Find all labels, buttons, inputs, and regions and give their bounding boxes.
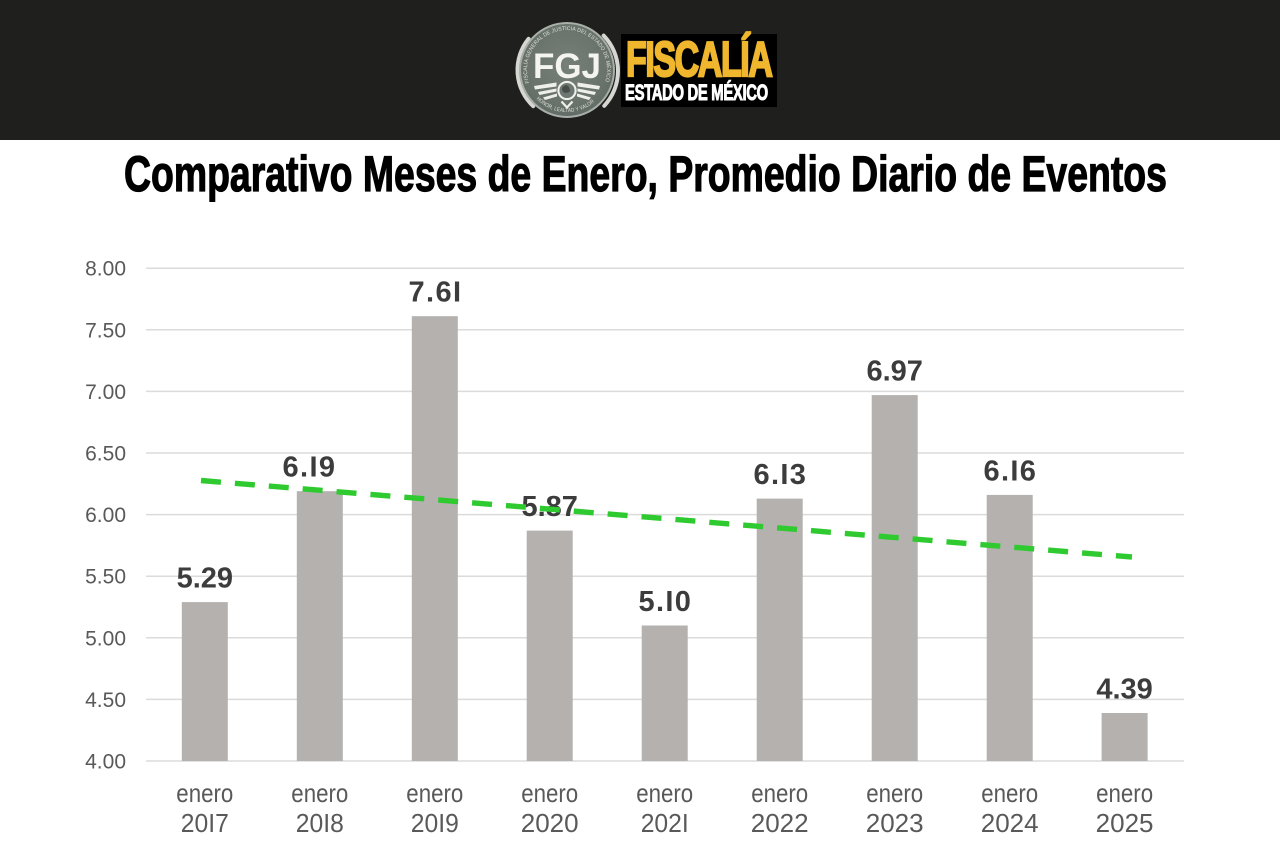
svg-text:7.50: 7.50 xyxy=(85,319,126,342)
svg-text:enero: enero xyxy=(291,778,348,808)
svg-text:2024: 2024 xyxy=(981,808,1039,838)
svg-text:4.50: 4.50 xyxy=(85,689,126,712)
svg-text:6.I6: 6.I6 xyxy=(983,455,1035,487)
svg-text:enero: enero xyxy=(406,778,463,808)
svg-text:enero: enero xyxy=(636,778,693,808)
svg-text:6.97: 6.97 xyxy=(866,356,922,388)
svg-text:20I8: 20I8 xyxy=(296,808,344,838)
svg-text:4.39: 4.39 xyxy=(1096,674,1152,706)
svg-text:6.00: 6.00 xyxy=(85,504,126,527)
svg-text:2020: 2020 xyxy=(521,808,579,838)
svg-text:enero: enero xyxy=(1096,778,1153,808)
svg-text:6.50: 6.50 xyxy=(85,443,126,466)
svg-text:8.00: 8.00 xyxy=(85,258,126,281)
svg-text:5.I0: 5.I0 xyxy=(638,586,691,618)
svg-text:7.6I: 7.6I xyxy=(409,277,462,309)
svg-text:enero: enero xyxy=(176,778,233,808)
svg-text:5.50: 5.50 xyxy=(85,566,126,589)
svg-text:4.00: 4.00 xyxy=(85,751,126,774)
svg-text:5.29: 5.29 xyxy=(177,563,233,595)
svg-text:enero: enero xyxy=(751,778,808,808)
svg-text:7.00: 7.00 xyxy=(85,381,126,404)
svg-text:20I7: 20I7 xyxy=(181,808,229,838)
svg-text:2023: 2023 xyxy=(866,808,924,838)
svg-text:20I9: 20I9 xyxy=(411,808,459,838)
svg-text:5.00: 5.00 xyxy=(85,627,126,650)
svg-text:2025: 2025 xyxy=(1096,808,1154,838)
svg-text:enero: enero xyxy=(521,778,578,808)
svg-text:enero: enero xyxy=(866,778,923,808)
svg-text:6.I3: 6.I3 xyxy=(753,459,806,491)
svg-text:6.I9: 6.I9 xyxy=(283,452,336,484)
svg-text:enero: enero xyxy=(981,778,1038,808)
svg-text:2022: 2022 xyxy=(751,808,809,838)
svg-text:202I: 202I xyxy=(641,808,689,838)
svg-text:FGJ: FGJ xyxy=(533,47,601,86)
